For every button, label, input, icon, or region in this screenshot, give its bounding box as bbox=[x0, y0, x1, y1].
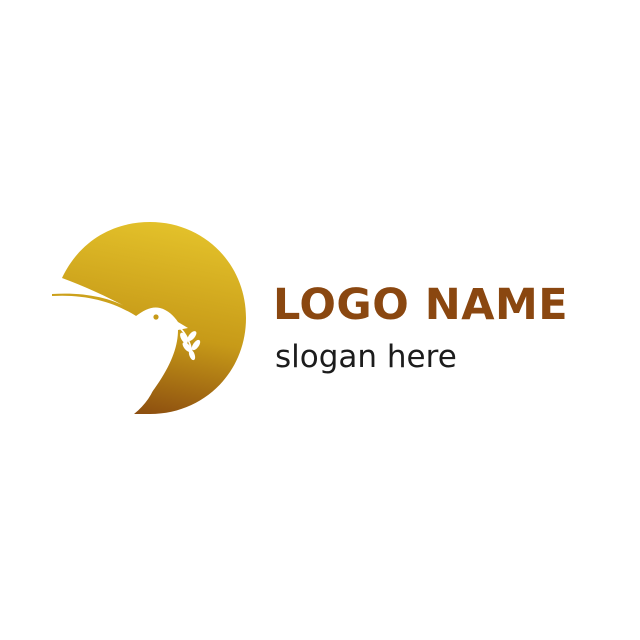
olive-branch-icon bbox=[179, 327, 201, 361]
dove-body bbox=[52, 295, 188, 414]
brand-name: LOGO NAME bbox=[273, 280, 569, 330]
slogan: slogan here bbox=[275, 339, 457, 375]
dove-with-olive-branch-icon bbox=[52, 222, 246, 414]
dove-eye bbox=[153, 314, 159, 320]
